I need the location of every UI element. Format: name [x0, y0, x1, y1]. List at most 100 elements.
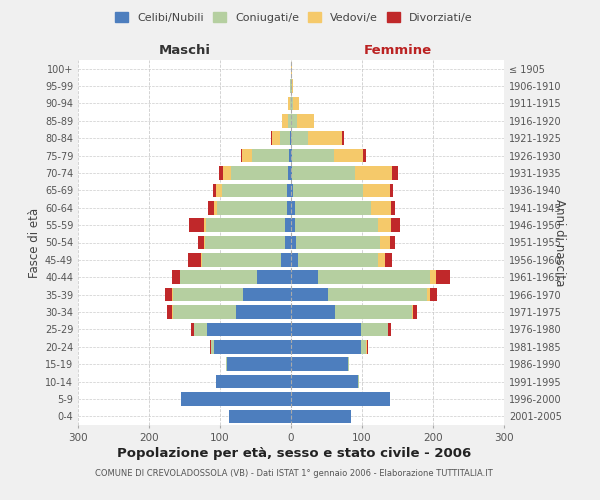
Bar	[293, 96, 299, 110]
Bar	[291, 166, 292, 180]
Bar	[207, 322, 291, 336]
Bar	[286, 218, 291, 232]
Bar	[280, 132, 290, 145]
Bar	[243, 288, 291, 302]
Bar	[436, 270, 450, 284]
Bar	[166, 288, 172, 302]
Bar	[232, 166, 288, 180]
Bar	[206, 218, 286, 232]
Bar	[252, 149, 289, 162]
Y-axis label: Anni di nascita: Anni di nascita	[553, 199, 566, 286]
Bar	[291, 305, 335, 319]
Bar	[292, 80, 293, 93]
Bar	[291, 340, 361, 353]
Bar	[379, 218, 391, 232]
Bar	[289, 149, 291, 162]
Bar	[284, 236, 291, 250]
Bar	[430, 270, 436, 284]
Bar	[413, 305, 418, 319]
Y-axis label: Fasce di età: Fasce di età	[28, 208, 41, 278]
Bar	[318, 270, 430, 284]
Bar	[366, 340, 367, 353]
Bar	[287, 184, 291, 197]
Bar	[334, 149, 364, 162]
Bar	[203, 218, 206, 232]
Bar	[298, 253, 377, 266]
Bar	[361, 340, 366, 353]
Bar	[226, 358, 227, 371]
Bar	[217, 375, 291, 388]
Bar	[223, 166, 232, 180]
Bar	[342, 132, 344, 145]
Bar	[367, 340, 368, 353]
Bar	[242, 149, 252, 162]
Bar	[389, 184, 393, 197]
Bar	[388, 322, 391, 336]
Bar	[229, 410, 291, 423]
Bar	[291, 410, 350, 423]
Bar	[291, 253, 298, 266]
Bar	[172, 270, 179, 284]
Bar	[287, 201, 291, 214]
Bar	[291, 288, 328, 302]
Bar	[172, 305, 173, 319]
Bar	[391, 201, 395, 214]
Bar	[188, 253, 201, 266]
Bar	[291, 236, 296, 250]
Bar	[179, 270, 180, 284]
Bar	[167, 305, 172, 319]
Bar	[217, 184, 222, 197]
Bar	[389, 236, 395, 250]
Bar	[211, 340, 214, 353]
Bar	[291, 96, 293, 110]
Bar	[412, 305, 413, 319]
Bar	[213, 184, 217, 197]
Text: Popolazione per età, sesso e stato civile - 2006: Popolazione per età, sesso e stato civil…	[117, 448, 471, 460]
Bar	[227, 358, 291, 371]
Bar	[358, 375, 359, 388]
Bar	[295, 201, 371, 214]
Bar	[290, 96, 291, 110]
Bar	[181, 392, 291, 406]
Bar	[173, 288, 243, 302]
Bar	[308, 132, 342, 145]
Bar	[291, 62, 292, 76]
Bar	[385, 253, 392, 266]
Bar	[348, 358, 349, 371]
Bar	[291, 114, 296, 128]
Bar	[214, 340, 291, 353]
Bar	[392, 166, 398, 180]
Bar	[377, 253, 385, 266]
Legend: Celibi/Nubili, Coniugati/e, Vedovi/e, Divorziati/e: Celibi/Nubili, Coniugati/e, Vedovi/e, Di…	[111, 8, 477, 28]
Bar	[291, 201, 295, 214]
Bar	[203, 236, 205, 250]
Bar	[328, 288, 427, 302]
Bar	[208, 201, 214, 214]
Bar	[283, 114, 288, 128]
Bar	[295, 218, 379, 232]
Bar	[257, 270, 291, 284]
Bar	[201, 253, 202, 266]
Bar	[293, 184, 363, 197]
Bar	[430, 288, 437, 302]
Bar	[291, 149, 292, 162]
Bar	[241, 149, 242, 162]
Bar	[291, 80, 292, 93]
Text: COMUNE DI CREVOLADOSSOLA (VB) - Dati ISTAT 1° gennaio 2006 - Elaborazione TUTTIT: COMUNE DI CREVOLADOSSOLA (VB) - Dati IST…	[95, 469, 493, 478]
Bar	[361, 322, 388, 336]
Bar	[380, 236, 389, 250]
Bar	[291, 392, 391, 406]
Bar	[290, 132, 291, 145]
Bar	[180, 270, 257, 284]
Bar	[296, 114, 314, 128]
Bar	[222, 184, 287, 197]
Bar	[290, 80, 291, 93]
Bar	[363, 184, 389, 197]
Bar	[272, 132, 280, 145]
Bar	[288, 96, 290, 110]
Text: Maschi: Maschi	[158, 44, 211, 58]
Bar	[173, 305, 236, 319]
Bar	[191, 322, 194, 336]
Bar	[190, 218, 203, 232]
Bar	[281, 253, 291, 266]
